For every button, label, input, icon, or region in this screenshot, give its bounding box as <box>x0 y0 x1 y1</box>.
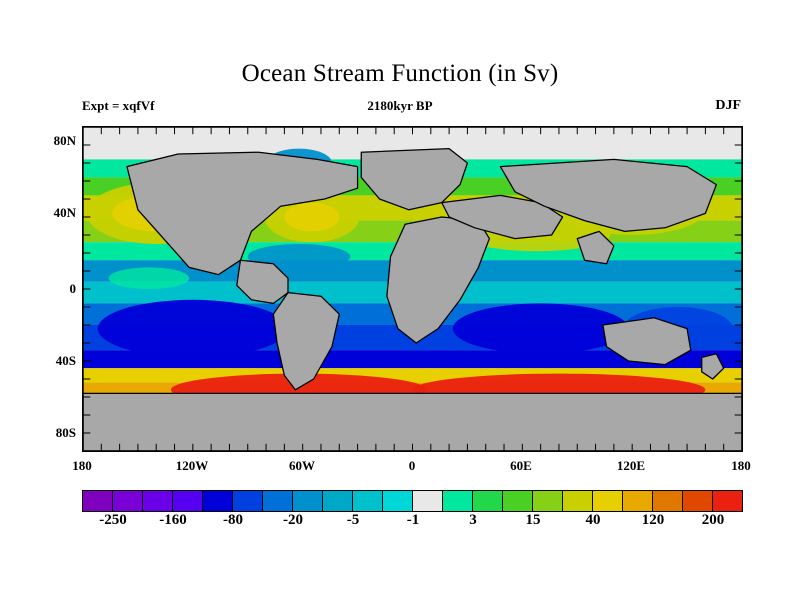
x-tick-label-60e: 60E <box>510 458 532 473</box>
colorbar-segment-20[interactable] <box>683 491 713 511</box>
new-zealand <box>701 353 725 380</box>
colorbar-label-3: -20 <box>283 512 303 528</box>
colorbar-label-6: 3 <box>469 512 477 528</box>
colorbar-segment-0[interactable] <box>83 491 113 511</box>
colorbar-segment-1[interactable] <box>113 491 143 511</box>
colorbar-label-8: 40 <box>585 512 601 528</box>
colorbar-segment-7[interactable] <box>293 491 323 511</box>
colorbar-segment-9[interactable] <box>353 491 383 511</box>
antarctica <box>83 392 742 451</box>
map-svg <box>83 127 742 451</box>
colorbar-segment-21[interactable] <box>713 491 742 511</box>
colorbar-segment-3[interactable] <box>173 491 203 511</box>
middle-east <box>441 194 564 240</box>
x-tick-label-180w: 180 <box>72 458 92 473</box>
y-tick-label-80s: 80S <box>55 425 76 440</box>
north-america <box>126 151 359 276</box>
x-tick-label-0: 0 <box>408 458 416 473</box>
continents <box>83 147 742 451</box>
colorbar-segment-15[interactable] <box>533 491 563 511</box>
colorbar-segment-13[interactable] <box>473 491 503 511</box>
colorbar-segment-5[interactable] <box>233 491 263 511</box>
page-title: Ocean Stream Function (in Sv) <box>241 60 559 87</box>
x-tick-label-120w: 120W <box>175 458 209 473</box>
colorbar-segment-19[interactable] <box>653 491 683 511</box>
x-tick-label-180e: 180 <box>731 458 751 473</box>
x-tick-label-120e: 120E <box>616 458 646 473</box>
colorbar-label-0: -250 <box>99 512 127 528</box>
colorbar[interactable] <box>82 490 743 512</box>
colorbar-segment-14[interactable] <box>503 491 533 511</box>
y-tick-label-40s: 40S <box>55 353 76 368</box>
colorbar-label-4: -5 <box>346 512 360 528</box>
south-america <box>272 291 340 391</box>
colorbar-label-7: 15 <box>525 512 541 528</box>
colorbar-segment-2[interactable] <box>143 491 173 511</box>
colorbar-segment-16[interactable] <box>563 491 593 511</box>
y-tick-label-40n: 40N <box>53 205 76 220</box>
y-tick-label-0: 0 <box>69 281 77 296</box>
colorbar-label-2: -80 <box>223 512 243 528</box>
australia <box>602 317 692 366</box>
colorbar-segment-12[interactable] <box>443 491 473 511</box>
y-tick-label-80n: 80N <box>53 133 76 148</box>
central-america <box>236 259 289 305</box>
colorbar-segment-8[interactable] <box>323 491 353 511</box>
colorbar-label-10: 200 <box>701 512 725 528</box>
colorbar-label-5: -1 <box>406 512 420 528</box>
colorbar-segment-4[interactable] <box>203 491 233 511</box>
colorbar-segment-11[interactable] <box>413 491 443 511</box>
colorbar-segment-6[interactable] <box>263 491 293 511</box>
colorbar-label-1: -160 <box>159 512 187 528</box>
colorbar-segment-17[interactable] <box>593 491 623 511</box>
season-label: DJF <box>715 98 741 113</box>
ocean-stream-function-map <box>82 126 743 452</box>
colorbar-segment-18[interactable] <box>623 491 653 511</box>
colorbar-label-9: 120 <box>641 512 665 528</box>
colorbar-segment-10[interactable] <box>383 491 413 511</box>
zonal-band-10 <box>83 350 742 369</box>
eurasia <box>499 158 718 233</box>
experiment-label: Expt = xqfVf <box>82 98 155 113</box>
chart-subtitle: 2180kyr BP <box>367 98 433 113</box>
x-tick-label-60w: 60W <box>289 458 315 473</box>
indonesia <box>576 230 615 265</box>
